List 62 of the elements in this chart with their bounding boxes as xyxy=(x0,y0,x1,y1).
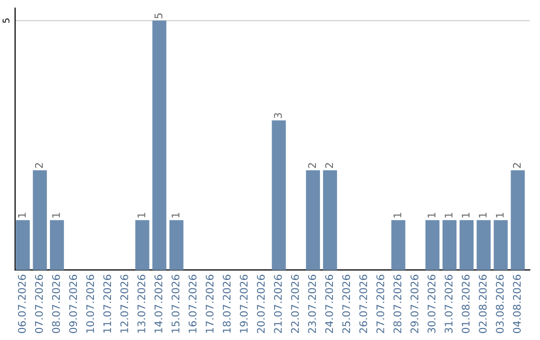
data-label: 2 xyxy=(325,163,333,168)
x-tick-label: 08.07.2026 xyxy=(52,274,60,334)
bar xyxy=(510,170,525,270)
bar xyxy=(152,20,166,270)
x-tick-label: 10.07.2026 xyxy=(86,274,94,333)
data-label: 1 xyxy=(444,212,452,218)
x-tick-label: 24.07.2026 xyxy=(325,274,334,334)
x-tick-label: 25.07.2026 xyxy=(342,274,350,334)
bar xyxy=(460,220,474,270)
x-tick-label: 01.08.2026 xyxy=(462,274,470,334)
bar xyxy=(32,170,47,270)
x-tick-label: 17.07.2026 xyxy=(206,274,214,333)
x-tick-label: 20.07.2026 xyxy=(256,274,265,334)
x-tick-label: 06.07.2026 xyxy=(18,274,26,334)
data-label: 1 xyxy=(52,212,60,218)
x-tick-label: 15.07.2026 xyxy=(172,274,180,333)
data-label: 1 xyxy=(478,212,487,218)
x-tick-label: 28.07.2026 xyxy=(393,274,402,334)
x-tick-label: 31.07.2026 xyxy=(444,274,453,333)
x-tick-label: 12.07.2026 xyxy=(120,274,128,333)
x-tick-label: 23.07.2026 xyxy=(308,274,316,334)
bar xyxy=(169,220,184,270)
bar xyxy=(16,220,30,270)
data-label: 2 xyxy=(308,163,316,168)
x-tick-label: 02.08.2026 xyxy=(478,274,487,334)
bar xyxy=(323,170,338,270)
data-label: 1 xyxy=(428,212,436,218)
x-tick-label: 14.07.2026 xyxy=(154,274,162,333)
data-label: 2 xyxy=(35,163,43,168)
bar xyxy=(476,220,491,270)
bar xyxy=(494,220,508,270)
x-tick-label: 09.07.2026 xyxy=(69,274,78,334)
x-tick-label: 03.08.2026 xyxy=(496,274,504,334)
bar xyxy=(442,220,457,270)
x-tick-label: 19.07.2026 xyxy=(240,274,248,333)
x-tick-label: 26.07.2026 xyxy=(359,274,368,334)
x-tick-label: 04.08.2026 xyxy=(512,274,521,334)
data-label: 1 xyxy=(496,212,504,218)
data-label: 1 xyxy=(394,212,402,218)
x-tick-label: 22.07.2026 xyxy=(291,274,299,334)
x-tick-label: 13.07.2026 xyxy=(137,274,146,333)
bar xyxy=(425,220,440,270)
bar xyxy=(135,220,150,270)
bar xyxy=(391,220,406,270)
x-tick-label: 11.07.2026 xyxy=(103,274,112,333)
bar xyxy=(50,220,64,270)
x-tick-label: 21.07.2026 xyxy=(274,274,282,334)
data-label: 3 xyxy=(274,113,282,118)
x-tick-label: 30.07.2026 xyxy=(428,274,436,333)
x-tick-label: 18.07.2026 xyxy=(222,274,231,333)
data-label: 2 xyxy=(512,163,521,168)
data-label: 1 xyxy=(18,212,26,218)
data-label: 5 xyxy=(154,13,162,18)
x-tick-label: 16.07.2026 xyxy=(188,274,197,333)
x-tick-label: 07.07.2026 xyxy=(35,274,43,334)
bar xyxy=(306,170,320,270)
data-label: 1 xyxy=(462,212,470,218)
x-tick-label: 27.07.2026 xyxy=(376,274,384,334)
data-label: 1 xyxy=(172,212,180,218)
data-label: 1 xyxy=(138,212,146,218)
x-tick-label: 29.07.2026 xyxy=(410,274,418,334)
bar xyxy=(272,120,286,270)
